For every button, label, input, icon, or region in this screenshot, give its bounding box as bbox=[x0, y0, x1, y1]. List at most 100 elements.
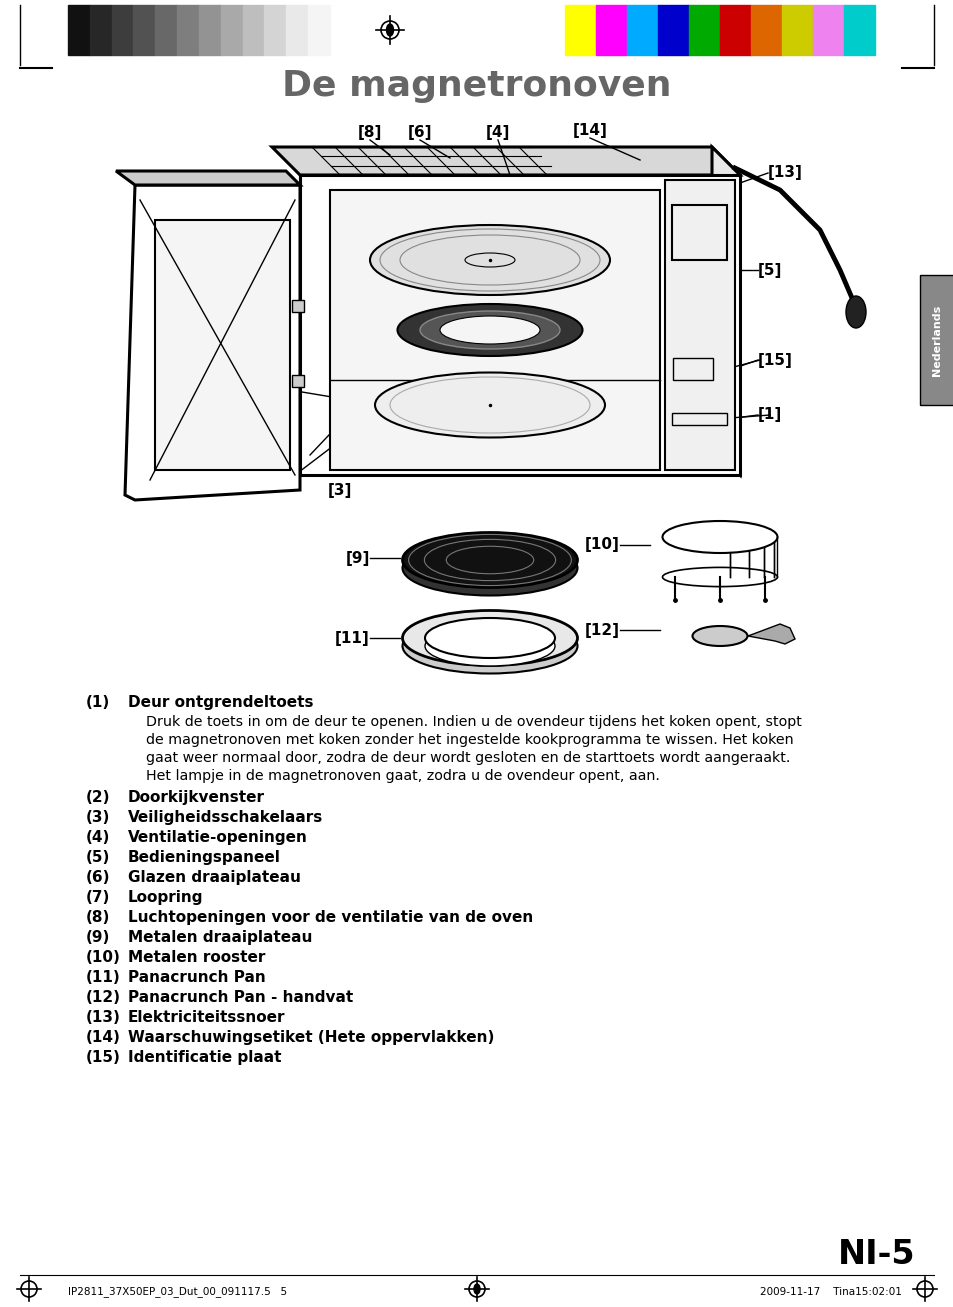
Text: (7): (7) bbox=[86, 890, 111, 904]
Text: (6): (6) bbox=[86, 870, 111, 885]
Text: Veiligheidsschakelaars: Veiligheidsschakelaars bbox=[128, 810, 323, 825]
Bar bbox=[626, 5, 658, 55]
Text: Luchtopeningen voor de ventilatie van de oven: Luchtopeningen voor de ventilatie van de… bbox=[128, 910, 533, 925]
Bar bbox=[812, 5, 843, 55]
Bar bbox=[330, 190, 659, 471]
Bar bbox=[843, 5, 874, 55]
Bar bbox=[671, 413, 726, 425]
Text: (5): (5) bbox=[86, 850, 111, 865]
Text: (12): (12) bbox=[86, 989, 121, 1005]
Polygon shape bbox=[116, 171, 299, 186]
Ellipse shape bbox=[424, 618, 555, 657]
Bar bbox=[720, 5, 750, 55]
Text: de magnetronoven met koken zonder het ingestelde kookprogramma te wissen. Het ko: de magnetronoven met koken zonder het in… bbox=[146, 733, 793, 748]
Ellipse shape bbox=[419, 311, 559, 349]
Bar bbox=[220, 5, 242, 55]
Text: Metalen draaiplateau: Metalen draaiplateau bbox=[128, 931, 312, 945]
Text: [5]: [5] bbox=[758, 263, 781, 277]
Bar bbox=[154, 220, 290, 471]
Text: (4): (4) bbox=[86, 830, 111, 846]
Text: [8]: [8] bbox=[357, 124, 382, 140]
Bar bbox=[658, 5, 688, 55]
Bar bbox=[564, 5, 596, 55]
Bar bbox=[308, 5, 330, 55]
Text: Deur ontgrendeltoets: Deur ontgrendeltoets bbox=[128, 695, 314, 710]
Ellipse shape bbox=[397, 305, 582, 356]
Text: Nederlands: Nederlands bbox=[931, 305, 941, 375]
Text: NI-5: NI-5 bbox=[838, 1239, 915, 1272]
Text: (15): (15) bbox=[86, 1050, 121, 1065]
Ellipse shape bbox=[402, 610, 577, 665]
Text: De magnetronoven: De magnetronoven bbox=[282, 69, 671, 103]
Bar bbox=[68, 5, 90, 55]
Ellipse shape bbox=[370, 225, 609, 295]
Text: (2): (2) bbox=[86, 789, 111, 805]
Bar bbox=[750, 5, 781, 55]
Text: [1]: [1] bbox=[758, 408, 781, 422]
Text: [4]: [4] bbox=[485, 124, 510, 140]
Bar bbox=[177, 5, 199, 55]
Bar bbox=[671, 205, 726, 260]
Text: (10): (10) bbox=[86, 950, 121, 965]
Polygon shape bbox=[272, 146, 740, 175]
Text: (8): (8) bbox=[86, 910, 111, 925]
Bar bbox=[672, 358, 712, 380]
Text: (14): (14) bbox=[86, 1030, 121, 1046]
Text: Druk de toets in om de deur te openen. Indien u de ovendeur tijdens het koken op: Druk de toets in om de deur te openen. I… bbox=[146, 715, 801, 729]
Text: Het lampje in de magnetronoven gaat, zodra u de ovendeur opent, aan.: Het lampje in de magnetronoven gaat, zod… bbox=[146, 769, 659, 783]
Text: (11): (11) bbox=[86, 970, 121, 985]
Bar bbox=[90, 5, 112, 55]
Bar bbox=[596, 5, 626, 55]
Text: [9]: [9] bbox=[345, 550, 370, 566]
Text: Identificatie plaat: Identificatie plaat bbox=[128, 1050, 281, 1065]
Text: [7]: [7] bbox=[337, 400, 362, 416]
Bar bbox=[664, 180, 734, 471]
Bar bbox=[242, 5, 264, 55]
Ellipse shape bbox=[402, 532, 577, 588]
Polygon shape bbox=[747, 623, 794, 644]
Text: Elektriciteitssnoer: Elektriciteitssnoer bbox=[128, 1010, 285, 1025]
Ellipse shape bbox=[375, 372, 604, 438]
Text: Panacrunch Pan - handvat: Panacrunch Pan - handvat bbox=[128, 989, 353, 1005]
Text: [12]: [12] bbox=[584, 622, 619, 638]
Text: (1): (1) bbox=[86, 695, 111, 710]
Ellipse shape bbox=[474, 1283, 479, 1294]
Bar bbox=[919, 274, 953, 405]
Text: Bedieningspaneel: Bedieningspaneel bbox=[128, 850, 280, 865]
Text: gaat weer normaal door, zodra de deur wordt gesloten en de starttoets wordt aang: gaat weer normaal door, zodra de deur wo… bbox=[146, 752, 789, 765]
Bar bbox=[155, 5, 177, 55]
Text: Glazen draaiplateau: Glazen draaiplateau bbox=[128, 870, 300, 885]
Ellipse shape bbox=[386, 24, 393, 37]
Text: [2]: [2] bbox=[200, 328, 225, 342]
Text: [11]: [11] bbox=[335, 630, 370, 646]
Text: [14]: [14] bbox=[572, 123, 607, 137]
Bar bbox=[286, 5, 308, 55]
Text: Loopring: Loopring bbox=[128, 890, 203, 904]
Bar bbox=[292, 301, 304, 312]
Text: Panacrunch Pan: Panacrunch Pan bbox=[128, 970, 266, 985]
Text: [3]: [3] bbox=[328, 482, 352, 498]
Bar bbox=[781, 5, 812, 55]
Text: IP2811_37X50EP_03_Dut_00_091117.5   5: IP2811_37X50EP_03_Dut_00_091117.5 5 bbox=[68, 1286, 287, 1298]
Ellipse shape bbox=[424, 626, 555, 667]
Polygon shape bbox=[125, 186, 299, 501]
Bar bbox=[133, 5, 155, 55]
Polygon shape bbox=[711, 146, 740, 474]
Text: Waarschuwingsetiket (Hete oppervlakken): Waarschuwingsetiket (Hete oppervlakken) bbox=[128, 1030, 494, 1046]
Ellipse shape bbox=[692, 626, 747, 646]
Ellipse shape bbox=[402, 618, 577, 673]
Bar bbox=[299, 175, 740, 474]
Text: Doorkijkvenster: Doorkijkvenster bbox=[128, 789, 265, 805]
Text: (13): (13) bbox=[86, 1010, 121, 1025]
Text: 2009-11-17    Tina15:02:01: 2009-11-17 Tina15:02:01 bbox=[760, 1287, 901, 1297]
Text: (9): (9) bbox=[86, 931, 111, 945]
Bar bbox=[264, 5, 286, 55]
Text: [15]: [15] bbox=[758, 353, 792, 367]
Text: [10]: [10] bbox=[584, 537, 619, 553]
Text: [6]: [6] bbox=[407, 124, 432, 140]
Ellipse shape bbox=[845, 295, 865, 328]
Bar bbox=[292, 375, 304, 387]
Text: (3): (3) bbox=[86, 810, 111, 825]
Text: [13]: [13] bbox=[767, 166, 802, 180]
Text: Metalen rooster: Metalen rooster bbox=[128, 950, 265, 965]
